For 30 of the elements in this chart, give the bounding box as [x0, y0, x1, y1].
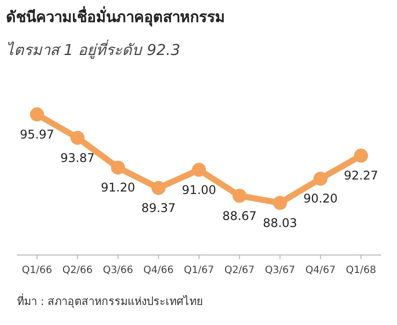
- x-tick-label: Q4/66: [143, 265, 174, 276]
- point: [152, 180, 166, 195]
- point: [354, 148, 368, 163]
- x-tick-label: Q2/67: [224, 265, 255, 276]
- x-tick-label: Q1/67: [184, 265, 214, 276]
- x-tick-label: Q4/67: [305, 265, 336, 276]
- x-tick-label: Q3/67: [264, 265, 296, 276]
- x-tick-label: Q1/66: [22, 265, 52, 276]
- data-label: 88.67: [222, 208, 257, 223]
- point: [192, 162, 206, 177]
- point: [232, 188, 246, 203]
- x-tick-label: Q3/66: [102, 265, 134, 276]
- data-label: 91.00: [182, 182, 216, 197]
- point: [111, 160, 125, 175]
- data-label: 93.87: [60, 150, 95, 165]
- point: [30, 107, 44, 122]
- point: [70, 130, 84, 145]
- x-tick-label: Q2/66: [62, 265, 93, 276]
- data-label: 95.97: [20, 127, 54, 142]
- point: [273, 196, 287, 210]
- data-label: 88.03: [262, 216, 298, 230]
- point: [314, 172, 328, 186]
- chart-title: ดัชนีความเชื่อมั่นภาคอุตสาหกรรม: [6, 6, 225, 27]
- data-label: 91.20: [100, 180, 136, 195]
- data-label: 92.27: [344, 168, 378, 183]
- chart-subtitle: ไตรมาส 1 อยู่ที่ระดับ 92.3: [6, 39, 180, 59]
- data-label: 90.20: [303, 192, 338, 206]
- text: ที่มา : สภาอุตสาหกรรมแห่งประเทศไทย: [17, 293, 203, 308]
- x-tick-label: Q1/68: [346, 265, 376, 276]
- data-label: 89.37: [141, 200, 176, 215]
